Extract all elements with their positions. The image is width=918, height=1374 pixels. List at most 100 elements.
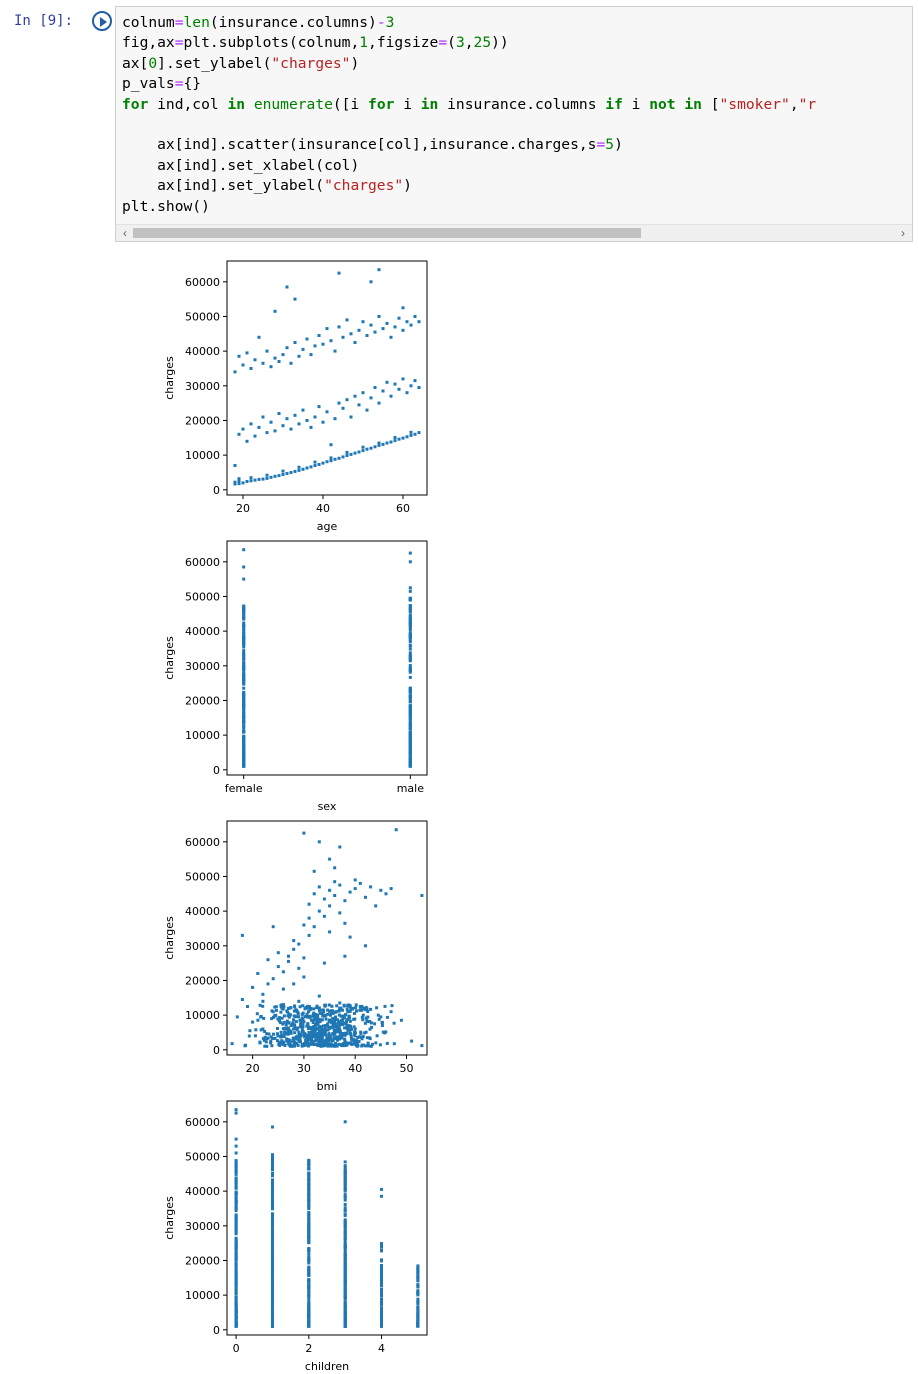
scatter-point: [408, 716, 412, 720]
scatter-point: [349, 452, 353, 456]
scatter-point: [343, 1236, 347, 1239]
scatter-point: [307, 1184, 311, 1188]
code-token: insurance.columns: [438, 95, 606, 113]
code-token: =: [174, 34, 184, 52]
cell-prompt: In [9]:: [14, 13, 74, 29]
scatter-point: [333, 1019, 337, 1023]
scatter-point: [307, 1289, 311, 1293]
scatter-point: [248, 1029, 252, 1033]
scatter-point: [305, 1024, 309, 1028]
scatter-point: [370, 1042, 374, 1046]
scatter-point: [343, 1292, 347, 1296]
scatter-point: [305, 1037, 309, 1041]
scatter-point: [234, 1310, 238, 1313]
scatter-point: [343, 1261, 347, 1265]
scatter-point: [275, 1032, 279, 1036]
scatter-point: [343, 1321, 347, 1324]
scrollbar-thumb[interactable]: [133, 228, 641, 238]
scatter-point: [265, 1032, 269, 1036]
scatter-point: [323, 1032, 327, 1036]
scatter-point: [307, 1238, 311, 1242]
scatter-point: [234, 1232, 238, 1236]
scatter-point: [311, 1014, 315, 1018]
scatter-point: [325, 1043, 329, 1047]
run-cell-button[interactable]: [92, 11, 112, 31]
scatter-point: [242, 726, 246, 730]
scatter-point: [345, 1023, 349, 1027]
scatter-point: [358, 1035, 362, 1039]
scatter-point: [323, 1030, 327, 1034]
y-tick-label: 0: [213, 1044, 220, 1057]
scatter-point: [265, 349, 269, 353]
scatter-point: [405, 435, 409, 439]
scatter-point: [329, 1010, 333, 1014]
scatter-point: [277, 474, 281, 478]
scatter-point: [345, 1032, 349, 1036]
scatter-point: [271, 1125, 274, 1129]
scatter-point: [283, 1030, 287, 1034]
y-tick-label: 30000: [185, 1220, 220, 1233]
scatter-point: [234, 1167, 238, 1171]
scatter-point: [343, 1189, 347, 1193]
y-tick-label: 30000: [185, 940, 220, 953]
scatter-point: [307, 1259, 311, 1263]
scatter-point: [281, 1003, 285, 1007]
code-token: 0: [148, 54, 158, 72]
scatter-point: [343, 1187, 347, 1191]
scatter-point: [353, 451, 357, 455]
scatter-point: [281, 1022, 285, 1026]
scatter-point: [283, 1026, 287, 1030]
scatter-point: [281, 469, 285, 473]
scatter-point: [307, 1309, 311, 1313]
scatter-point: [380, 1269, 383, 1273]
scatter-point: [367, 1044, 371, 1048]
scatter-point: [322, 1044, 326, 1048]
code-editor[interactable]: colnum=len(insurance.columns)-3 fig,ax=pl…: [122, 13, 816, 217]
x-tick-label: 30: [297, 1062, 311, 1075]
scatter-point: [285, 1021, 289, 1025]
scatter-point: [344, 1041, 348, 1045]
scatter-point: [345, 1020, 348, 1023]
y-tick-label: 0: [213, 484, 220, 497]
scatter-point: [233, 482, 237, 486]
scatter-point: [256, 972, 260, 975]
scatter-point: [366, 1041, 370, 1045]
scatter-point: [353, 1017, 357, 1021]
scatter-point: [314, 1035, 318, 1039]
code-line: ax[ind].scatter(insurance[col],insurance…: [122, 135, 816, 155]
scatter-point: [380, 1313, 383, 1316]
scatter-point: [380, 1187, 383, 1191]
scatter-point: [307, 1167, 311, 1171]
scatter-point: [257, 425, 261, 429]
scatter-point: [330, 1004, 334, 1008]
scatter-point: [287, 1041, 291, 1045]
scatter-point: [379, 888, 383, 892]
scatter-point: [234, 1305, 238, 1309]
code-token: =: [438, 34, 448, 52]
scatter-point: [334, 1042, 338, 1045]
scatter-point: [242, 621, 246, 625]
scatter-point: [234, 1216, 238, 1219]
code-token: 5: [605, 136, 615, 154]
scatter-point: [300, 1044, 304, 1048]
scatter-point: [331, 1017, 335, 1021]
scatter-point: [270, 1037, 274, 1040]
scatter-point: [345, 454, 349, 457]
scatter-point: [240, 933, 244, 937]
scatter-point: [321, 420, 325, 424]
y-tick-label: 20000: [185, 694, 220, 707]
scroll-right-icon[interactable]: ›: [901, 226, 905, 240]
scatter-point: [242, 749, 246, 753]
scatter-point: [333, 457, 337, 461]
code-token: in: [420, 95, 439, 113]
scroll-left-icon[interactable]: ‹: [123, 226, 127, 240]
scatter-point: [309, 1035, 313, 1039]
scatter-point: [346, 1041, 350, 1045]
code-cell[interactable]: colnum=len(insurance.columns)-3 fig,ax=pl…: [115, 6, 913, 242]
scatter-point: [271, 1197, 274, 1201]
scatter-point: [383, 1004, 387, 1008]
scatter-point: [285, 417, 289, 421]
horizontal-scrollbar[interactable]: ‹ ›: [116, 224, 912, 241]
scatter-point: [368, 1027, 372, 1031]
